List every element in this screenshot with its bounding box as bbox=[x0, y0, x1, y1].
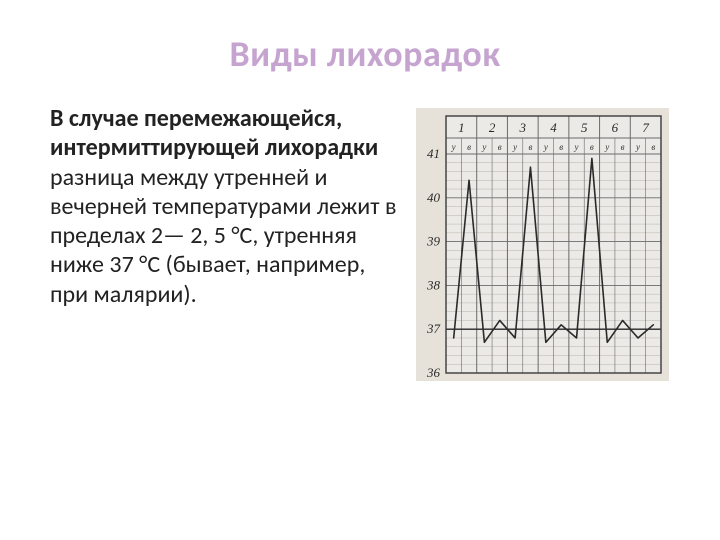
chart-svg: 3637383940411ув2ув3ув4ув5ув6ув7ув bbox=[416, 108, 669, 381]
svg-text:2: 2 bbox=[489, 120, 496, 135]
rest-text: разница между утренней и вечерней темпер… bbox=[50, 163, 396, 309]
page-title: Виды лихорадок bbox=[50, 32, 680, 76]
svg-text:у: у bbox=[481, 142, 486, 152]
svg-text:37: 37 bbox=[426, 321, 441, 336]
lead-text: В случае перемежающейся, интермиттирующе… bbox=[50, 104, 378, 162]
svg-text:в: в bbox=[498, 142, 502, 152]
svg-text:39: 39 bbox=[426, 234, 441, 249]
svg-text:3: 3 bbox=[519, 120, 527, 135]
svg-text:40: 40 bbox=[427, 190, 441, 205]
svg-text:38: 38 bbox=[426, 277, 441, 292]
svg-text:у: у bbox=[604, 142, 609, 152]
svg-text:6: 6 bbox=[612, 120, 619, 135]
svg-text:36: 36 bbox=[426, 365, 441, 380]
svg-text:у: у bbox=[512, 142, 517, 152]
content-row: В случае перемежающейся, интермиттирующе… bbox=[50, 104, 680, 381]
svg-text:в: в bbox=[467, 142, 471, 152]
svg-text:41: 41 bbox=[427, 146, 440, 161]
svg-text:в: в bbox=[559, 142, 563, 152]
svg-text:в: в bbox=[621, 142, 625, 152]
svg-text:7: 7 bbox=[642, 120, 649, 135]
svg-text:в: в bbox=[590, 142, 594, 152]
svg-text:5: 5 bbox=[581, 120, 588, 135]
svg-text:у: у bbox=[635, 142, 640, 152]
svg-text:в: в bbox=[529, 142, 533, 152]
svg-text:у: у bbox=[574, 142, 579, 152]
svg-text:4: 4 bbox=[550, 120, 557, 135]
svg-text:у: у bbox=[543, 142, 548, 152]
svg-text:в: в bbox=[651, 142, 655, 152]
svg-text:у: у bbox=[451, 142, 456, 152]
description-text: В случае перемежающейся, интермиттирующе… bbox=[50, 104, 400, 309]
svg-text:1: 1 bbox=[458, 120, 465, 135]
slide-root: Виды лихорадок В случае перемежающейся, … bbox=[0, 0, 720, 540]
temperature-chart: 3637383940411ув2ув3ув4ув5ув6ув7ув bbox=[416, 108, 676, 381]
